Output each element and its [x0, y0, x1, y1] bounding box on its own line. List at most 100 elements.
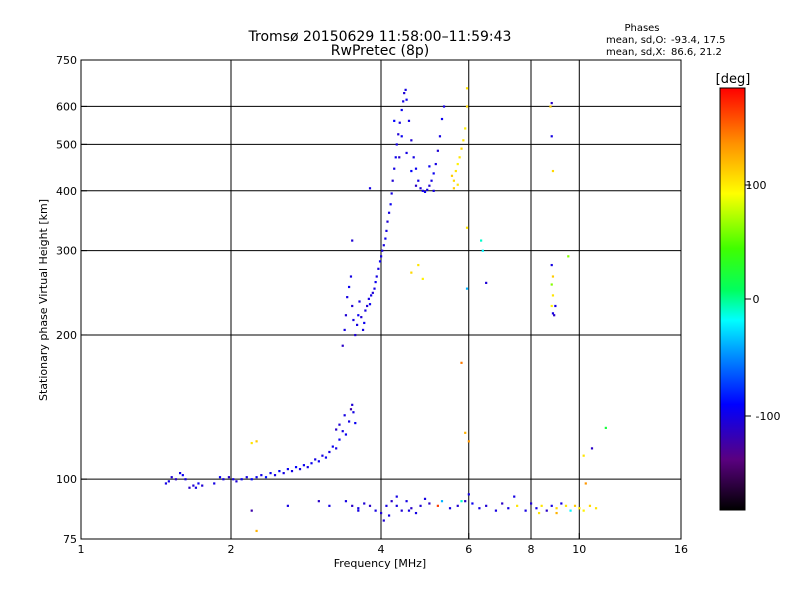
- colorbar-tick-0: 0: [753, 293, 760, 306]
- data-point: [554, 304, 557, 308]
- data-point: [462, 139, 465, 142]
- data-point: [255, 476, 258, 479]
- data-point: [314, 458, 317, 461]
- y-tick-label: 75: [63, 533, 77, 546]
- data-point: [458, 156, 461, 159]
- data-point: [302, 464, 306, 467]
- data-point: [197, 482, 200, 485]
- data-point: [394, 156, 397, 159]
- data-point: [450, 174, 454, 177]
- data-point: [494, 509, 498, 512]
- data-point: [317, 500, 320, 503]
- data-point: [550, 263, 553, 267]
- data-point: [594, 507, 598, 510]
- data-point: [178, 472, 182, 475]
- data-point: [368, 504, 372, 507]
- data-point: [357, 314, 360, 317]
- data-point: [343, 414, 346, 417]
- data-point: [464, 431, 467, 434]
- data-point: [331, 445, 334, 448]
- data-point: [410, 139, 413, 142]
- data-point: [434, 162, 437, 166]
- data-point: [588, 504, 592, 507]
- data-point: [550, 101, 553, 105]
- data-point: [294, 466, 298, 469]
- data-point: [218, 476, 222, 479]
- data-point: [582, 454, 585, 457]
- data-point: [578, 507, 581, 510]
- data-point: [436, 149, 439, 152]
- data-point: [390, 500, 393, 503]
- data-point: [390, 192, 393, 195]
- data-point: [382, 244, 385, 247]
- data-point: [419, 504, 422, 507]
- data-point: [386, 220, 389, 223]
- data-point: [467, 493, 470, 496]
- data-point: [184, 478, 187, 481]
- data-point: [366, 304, 369, 308]
- data-point: [442, 105, 446, 108]
- data-point: [569, 509, 572, 512]
- data-point: [255, 440, 258, 443]
- data-point: [485, 281, 488, 284]
- data-point: [341, 344, 344, 347]
- data-point: [387, 211, 391, 214]
- data-point: [400, 509, 403, 512]
- data-point: [391, 179, 394, 182]
- plot-frame: [80, 59, 682, 540]
- data-point: [377, 267, 380, 270]
- data-point: [428, 502, 431, 505]
- data-point: [573, 504, 577, 507]
- data-point: [364, 309, 367, 312]
- y-tick-label: 400: [56, 185, 77, 198]
- data-point: [250, 509, 253, 512]
- data-point: [549, 105, 552, 108]
- plot-points: [164, 87, 607, 533]
- data-point: [414, 511, 418, 515]
- y-tick-label: 500: [56, 138, 77, 151]
- data-point: [448, 507, 452, 510]
- data-point: [393, 119, 396, 122]
- data-point: [438, 135, 442, 138]
- phases-heading: Phases: [624, 23, 659, 34]
- data-point: [181, 474, 184, 477]
- data-point: [471, 502, 474, 505]
- data-point: [351, 403, 354, 406]
- data-point: [382, 519, 385, 522]
- data-point: [389, 203, 392, 206]
- data-point: [361, 328, 365, 332]
- data-point: [250, 478, 253, 481]
- data-point: [584, 482, 587, 485]
- data-point: [357, 509, 360, 512]
- plot-ticks: 1 2 4 6 8 10 16 75 100 200 300 400 500 600 750: [56, 54, 688, 556]
- data-point: [400, 135, 403, 138]
- data-point: [465, 287, 469, 290]
- data-point: [405, 151, 408, 155]
- data-point: [590, 447, 594, 450]
- x-axis-label: Frequency [MHz]: [334, 557, 426, 570]
- data-point: [375, 275, 378, 278]
- data-point: [550, 135, 553, 138]
- data-point: [374, 280, 377, 284]
- data-point: [440, 117, 444, 121]
- data-point: [346, 296, 349, 299]
- x-tick-label: 4: [378, 543, 385, 556]
- data-point: [360, 316, 363, 319]
- data-point: [306, 466, 309, 469]
- data-point: [368, 303, 372, 306]
- data-point: [440, 500, 444, 503]
- data-point: [344, 500, 348, 503]
- data-point: [328, 450, 331, 454]
- x-tick-label: 10: [572, 543, 586, 556]
- data-point: [555, 511, 558, 515]
- data-point: [240, 478, 243, 481]
- chart-title-line2: RwPretec (8p): [331, 43, 429, 59]
- data-point: [358, 300, 361, 303]
- data-point: [349, 275, 353, 278]
- data-point: [460, 147, 463, 150]
- data-point: [550, 304, 553, 308]
- data-point: [222, 478, 225, 481]
- data-point: [387, 514, 391, 517]
- data-point: [436, 504, 439, 507]
- data-point: [465, 105, 469, 108]
